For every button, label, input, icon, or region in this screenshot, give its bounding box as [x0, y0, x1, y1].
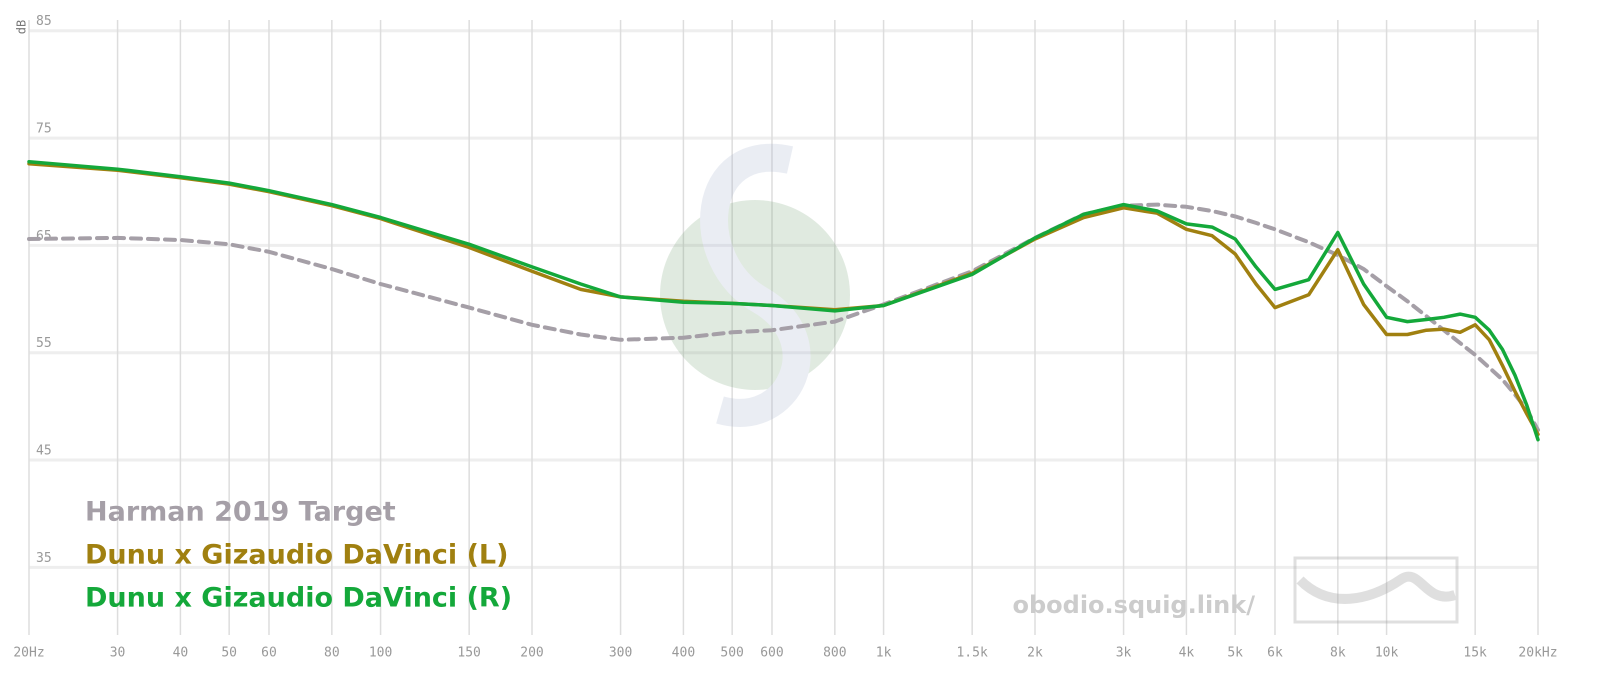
y-tick-label: 75: [36, 122, 52, 137]
x-tick-label: 800: [823, 646, 846, 661]
x-tick-label: 8k: [1330, 646, 1346, 661]
x-tick-label: 50: [221, 646, 237, 661]
x-tick-label: 300: [609, 646, 632, 661]
x-tick-label: 4k: [1179, 646, 1195, 661]
watermark: obodio.squig.link/: [1012, 591, 1255, 619]
site-logo: [1293, 556, 1459, 624]
x-tick-label: 200: [520, 646, 543, 661]
x-tick-label: 2k: [1027, 646, 1043, 661]
y-tick-label: 65: [36, 229, 52, 244]
y-tick-label: 35: [36, 551, 52, 566]
y-tick-label: 85: [36, 14, 52, 29]
x-tick-label: 3k: [1116, 646, 1132, 661]
legend-entry: Dunu x Gizaudio DaVinci (R): [85, 583, 512, 614]
x-tick-label: 80: [324, 646, 340, 661]
y-tick-label: 45: [36, 444, 52, 459]
x-tick-label: 100: [369, 646, 392, 661]
x-tick-label: 30: [110, 646, 126, 661]
x-tick-label: 400: [672, 646, 695, 661]
y-tick-label: 55: [36, 336, 52, 351]
x-tick-label: 20Hz: [13, 646, 44, 661]
legend-entry: Harman 2019 Target: [85, 497, 396, 528]
x-tick-label: 60: [261, 646, 277, 661]
logo-watermark: [660, 143, 850, 427]
legend-entry: Dunu x Gizaudio DaVinci (L): [85, 540, 508, 571]
x-tick-label: 500: [720, 646, 743, 661]
y-axis-label: dB: [15, 20, 29, 34]
series-line: [27, 159, 1540, 442]
x-tick-label: 600: [760, 646, 783, 661]
x-tick-label: 40: [173, 646, 189, 661]
grid: [28, 20, 1539, 635]
x-tick-label: 15k: [1463, 646, 1487, 661]
x-tick-label: 10k: [1375, 646, 1399, 661]
x-tick-label: 1k: [876, 646, 892, 661]
x-tick-label: 1.5k: [956, 646, 987, 661]
x-tick-label: 5k: [1227, 646, 1243, 661]
series-line: [27, 202, 1540, 432]
x-tick-label: 20kHz: [1518, 646, 1557, 661]
series-line: [27, 162, 1540, 437]
x-tick-label: 6k: [1267, 646, 1283, 661]
x-tick-label: 150: [457, 646, 480, 661]
